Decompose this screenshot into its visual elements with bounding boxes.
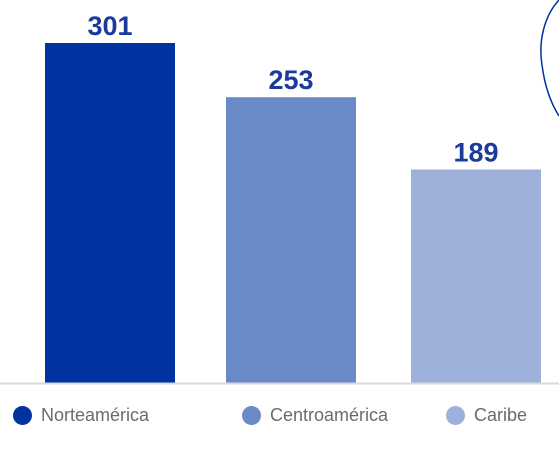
legend-label-centroamerica: Centroamérica	[270, 404, 389, 425]
legend-item-centroamerica: Centroamérica	[242, 400, 388, 430]
legend-swatch-caribe	[446, 405, 465, 425]
legend-item-norteamerica: Norteamérica	[13, 400, 149, 430]
legend-label-norteamerica: Norteamérica	[41, 404, 150, 425]
bar-value-label-caribe: 189	[453, 138, 498, 168]
chart-legend: Norteamérica Centroamérica Caribe	[0, 400, 559, 430]
decorative-arc	[540, 0, 559, 117]
legend-swatch-centroamerica	[242, 405, 261, 425]
bar-caribe	[411, 169, 541, 383]
bar-value-label-centroamerica: 253	[268, 65, 313, 95]
legend-item-caribe: Caribe	[446, 400, 527, 430]
bar-centroamerica	[226, 97, 356, 383]
legend-swatch-norteamerica	[13, 405, 32, 425]
bar-value-label-norteamerica: 301	[87, 11, 132, 41]
legend-label-caribe: Caribe	[474, 404, 528, 425]
bar-norteamerica	[45, 43, 175, 383]
